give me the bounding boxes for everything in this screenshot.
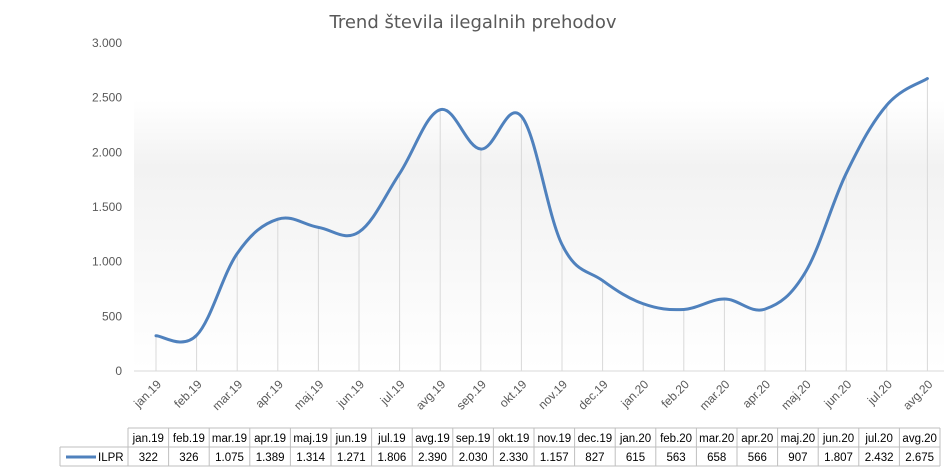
data-point-avg.19 — [438, 108, 442, 112]
data-point-feb.20 — [682, 307, 686, 311]
y-tick-label: 2.000 — [92, 145, 122, 159]
table-header-cell: jul.19 — [377, 433, 406, 445]
table-header-cell: jun.19 — [335, 433, 367, 445]
table-value-cell: 615 — [626, 452, 645, 464]
data-point-jan.20 — [641, 302, 645, 306]
y-tick-label: 2.500 — [92, 91, 122, 105]
x-tick-label: avg.19 — [413, 377, 449, 413]
data-point-feb.19 — [195, 333, 199, 337]
y-tick-label: 3.000 — [92, 36, 122, 50]
x-tick-label: jan.19 — [130, 377, 164, 411]
data-point-okt.19 — [519, 114, 523, 118]
table-value-cell: 907 — [788, 452, 807, 464]
data-point-dec.19 — [601, 279, 605, 283]
table-header-cell: avg.20 — [902, 433, 937, 445]
table-value-cell: 2.675 — [905, 452, 934, 464]
data-point-nov.19 — [560, 243, 564, 247]
x-tick-label: okt.19 — [496, 377, 529, 410]
table-value-cell: 326 — [179, 452, 198, 464]
y-tick-label: 500 — [102, 309, 122, 323]
x-tick-label: nov.19 — [535, 377, 570, 412]
table-header-cell: jul.20 — [864, 433, 893, 445]
y-tick-label: 1.000 — [92, 255, 122, 269]
data-point-maj.19 — [316, 225, 320, 229]
x-tick-label: jun.20 — [821, 377, 855, 411]
data-point-apr.20 — [763, 307, 767, 311]
x-tick-label: maj.20 — [778, 377, 814, 413]
x-tick-label: mar.20 — [697, 377, 733, 413]
x-tick-label: sep.19 — [454, 377, 490, 413]
series-line-ILPR — [154, 77, 929, 344]
data-point-jun.19 — [357, 230, 361, 234]
table-value-cell: 566 — [748, 452, 767, 464]
table-value-cell: 2.330 — [499, 452, 528, 464]
table-header-cell: dec.19 — [578, 433, 613, 445]
table-value-cell: 827 — [585, 452, 604, 464]
table-header-cell: maj.19 — [293, 433, 328, 445]
data-point-maj.20 — [804, 270, 808, 274]
table-header-cell: mar.20 — [699, 433, 734, 445]
data-point-jan.19 — [154, 334, 158, 338]
table-value-cell: 322 — [139, 452, 158, 464]
plot-background — [134, 100, 944, 370]
table-header-cell: apr.20 — [741, 433, 773, 445]
table-value-cell: 2.030 — [459, 452, 488, 464]
data-point-jul.20 — [885, 103, 889, 107]
data-point-mar.19 — [235, 251, 239, 255]
table-value-cell: 2.390 — [418, 452, 447, 464]
data-point-apr.19 — [276, 217, 280, 221]
table-header-cell: apr.19 — [254, 433, 286, 445]
table-header-cell: feb.20 — [660, 433, 692, 445]
table-value-cell: 1.389 — [256, 452, 285, 464]
data-point-avg.20 — [925, 77, 929, 81]
legend-series-name: ILPR — [98, 452, 124, 464]
table-header-cell: maj.20 — [781, 433, 816, 445]
data-point-jun.20 — [844, 171, 848, 175]
table-header-cell: avg.19 — [415, 433, 450, 445]
table-header-cell: mar.19 — [212, 433, 247, 445]
x-tick-label: apr.19 — [252, 377, 286, 411]
table-value-cell: 1.075 — [215, 452, 244, 464]
x-tick-label: jan.20 — [618, 377, 652, 411]
x-tick-label: avg.20 — [900, 377, 936, 413]
chart-title: Trend števila ilegalnih prehodov — [329, 12, 617, 33]
x-tick-label: feb.20 — [658, 377, 692, 411]
data-point-mar.20 — [722, 297, 726, 301]
table-header-cell: jun.20 — [822, 433, 854, 445]
table-value-cell: 658 — [707, 452, 726, 464]
x-tick-label: feb.19 — [171, 377, 205, 411]
x-tick-label: maj.19 — [291, 377, 327, 413]
table-value-cell: 1.271 — [337, 452, 366, 464]
y-tick-label: 0 — [115, 364, 122, 378]
table-value-cell: 2.432 — [865, 452, 894, 464]
x-tick-label: jul.19 — [377, 377, 408, 408]
table-value-cell: 1.157 — [540, 452, 569, 464]
x-tick-label: mar.19 — [209, 377, 245, 413]
x-tick-label: jun.19 — [333, 377, 367, 411]
x-tick-label: dec.19 — [575, 377, 611, 413]
data-point-sep.19 — [479, 147, 483, 151]
table-header-cell: jan.19 — [132, 433, 164, 445]
table-header-cell: nov.19 — [537, 433, 571, 445]
y-tick-label: 1.500 — [92, 200, 122, 214]
table-header-cell: sep.19 — [456, 433, 491, 445]
table-header-cell: jan.20 — [619, 433, 651, 445]
table-header-cell: okt.19 — [498, 433, 529, 445]
table-value-cell: 563 — [667, 452, 686, 464]
x-tick-label: jul.20 — [864, 377, 895, 408]
table-value-cell: 1.314 — [296, 452, 325, 464]
data-point-jul.19 — [398, 172, 402, 176]
table-header-cell: feb.19 — [173, 433, 205, 445]
table-value-cell: 1.807 — [824, 452, 853, 464]
x-tick-label: apr.20 — [740, 377, 774, 411]
table-value-cell: 1.806 — [378, 452, 407, 464]
